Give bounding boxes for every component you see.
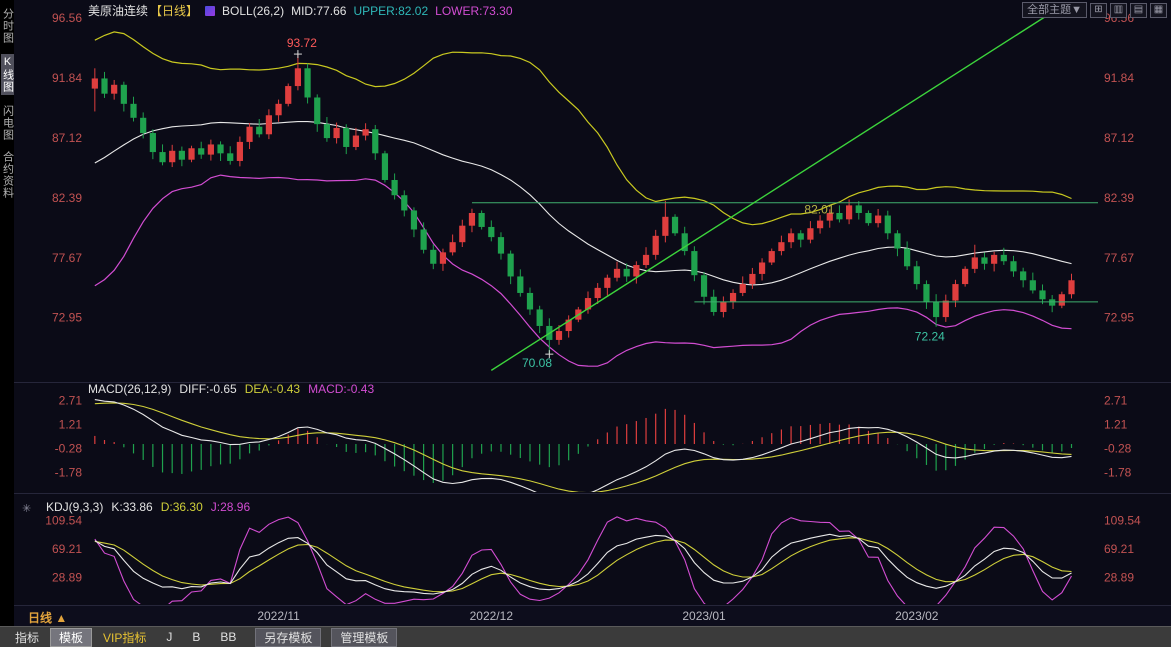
tab-j[interactable]: J xyxy=(166,630,173,644)
svg-text:77.67: 77.67 xyxy=(52,251,82,265)
kdj-settings-icon[interactable]: ✳ xyxy=(22,503,32,515)
sidebar-item-contract-info[interactable]: 合约资料 xyxy=(1,151,14,199)
save-template-button[interactable]: 另存模板 xyxy=(255,627,322,647)
svg-text:-1.78: -1.78 xyxy=(55,466,83,480)
chart-header: 美原油连续 【日线】 BOLL(26,2) MID:77.66 UPPER:82… xyxy=(88,2,513,19)
svg-text:69.21: 69.21 xyxy=(52,542,82,556)
theme-selector-button[interactable]: 全部主题▼ xyxy=(1022,2,1087,18)
svg-text:2023/02: 2023/02 xyxy=(895,609,939,623)
svg-text:93.72: 93.72 xyxy=(287,36,317,50)
boll-title: BOLL(26,2) xyxy=(222,3,285,18)
sidebar-item-flash-chart[interactable]: 闪电图 xyxy=(1,105,14,141)
svg-text:72.95: 72.95 xyxy=(1104,311,1134,325)
svg-text:87.12: 87.12 xyxy=(1104,131,1134,145)
tab-vip-indicators[interactable]: VIP指标 xyxy=(103,630,147,645)
macd-panel-header: MACD(26,12,9) DIFF:-0.65 DEA:-0.43 MACD:… xyxy=(88,382,374,396)
svg-text:-0.28: -0.28 xyxy=(1104,442,1132,456)
boll-lower-value: LOWER:73.30 xyxy=(435,3,513,18)
period-tag: 【日线】 xyxy=(150,4,199,18)
svg-text:2022/12: 2022/12 xyxy=(470,609,514,623)
svg-text:96.56: 96.56 xyxy=(52,11,82,25)
kdj-panel-header: KDJ(9,3,3) K:33.86 D:36.30 J:28.96 xyxy=(46,500,250,514)
macd-title: MACD(26,12,9) xyxy=(88,382,172,396)
macd-dea-value: DEA:-0.43 xyxy=(244,382,301,396)
tab-b[interactable]: B xyxy=(192,630,201,644)
svg-text:-0.28: -0.28 xyxy=(55,442,83,456)
svg-text:-1.78: -1.78 xyxy=(1104,466,1132,480)
svg-text:2022/11: 2022/11 xyxy=(257,609,300,623)
svg-text:82.39: 82.39 xyxy=(52,191,82,205)
svg-text:109.54: 109.54 xyxy=(1104,514,1141,528)
svg-text:2023/01: 2023/01 xyxy=(682,609,726,623)
tab-templates[interactable]: 模板 xyxy=(50,627,93,647)
tab-indicators[interactable]: 指标 xyxy=(15,630,40,645)
svg-text:1.21: 1.21 xyxy=(1104,417,1128,431)
window-controls: 全部主题▼ ⊞ ▥ ▤ ▦ xyxy=(1022,2,1167,18)
svg-text:91.84: 91.84 xyxy=(52,71,82,85)
svg-text:72.24: 72.24 xyxy=(915,330,945,344)
kdj-title: KDJ(9,3,3) xyxy=(46,500,104,514)
manage-template-button[interactable]: 管理模板 xyxy=(331,627,398,647)
layout-panes-2-icon[interactable]: ▥ xyxy=(1110,2,1127,18)
layout-move-icon[interactable]: ⊞ xyxy=(1090,2,1107,18)
kdj-d-value: D:36.30 xyxy=(160,500,203,514)
svg-text:70.08: 70.08 xyxy=(522,356,552,370)
boll-upper-value: UPPER:82.02 xyxy=(353,3,429,18)
macd-diff-value: DIFF:-0.65 xyxy=(179,382,237,396)
left-toolbar: 分时图 K线图 闪电图 合约资料 xyxy=(0,0,14,626)
svg-text:2.71: 2.71 xyxy=(59,393,83,407)
kdj-k-value: K:33.86 xyxy=(111,500,153,514)
svg-text:28.89: 28.89 xyxy=(52,570,82,584)
svg-text:2.71: 2.71 xyxy=(1104,393,1128,407)
svg-text:28.89: 28.89 xyxy=(1104,570,1134,584)
boll-mid-value: MID:77.66 xyxy=(291,3,347,18)
sidebar-item-candle-chart[interactable]: K线图 xyxy=(0,54,14,95)
svg-text:87.12: 87.12 xyxy=(52,131,82,145)
svg-text:82.01: 82.01 xyxy=(804,203,834,217)
svg-text:91.84: 91.84 xyxy=(1104,71,1134,85)
tab-bb[interactable]: BB xyxy=(220,630,237,644)
indicator-flag-icon[interactable] xyxy=(205,5,216,16)
svg-text:82.39: 82.39 xyxy=(1104,191,1134,205)
svg-text:69.21: 69.21 xyxy=(1104,542,1134,556)
sidebar-item-time-chart[interactable]: 分时图 xyxy=(1,8,14,44)
timeline-period-label[interactable]: 日线 ▲ xyxy=(28,611,68,625)
bottom-toolbar: 指标 模板 VIP指标 J B BB 另存模板 管理模板 xyxy=(0,626,1171,647)
svg-text:72.95: 72.95 xyxy=(52,311,82,325)
svg-text:109.54: 109.54 xyxy=(45,514,82,528)
svg-text:77.67: 77.67 xyxy=(1104,251,1134,265)
layout-panes-3-icon[interactable]: ▤ xyxy=(1130,2,1147,18)
kdj-j-value: J:28.96 xyxy=(210,500,251,514)
svg-text:1.21: 1.21 xyxy=(59,417,83,431)
macd-macd-value: MACD:-0.43 xyxy=(308,382,375,396)
symbol-name: 美原油连续 xyxy=(88,4,149,18)
layout-panes-4-icon[interactable]: ▦ xyxy=(1150,2,1167,18)
